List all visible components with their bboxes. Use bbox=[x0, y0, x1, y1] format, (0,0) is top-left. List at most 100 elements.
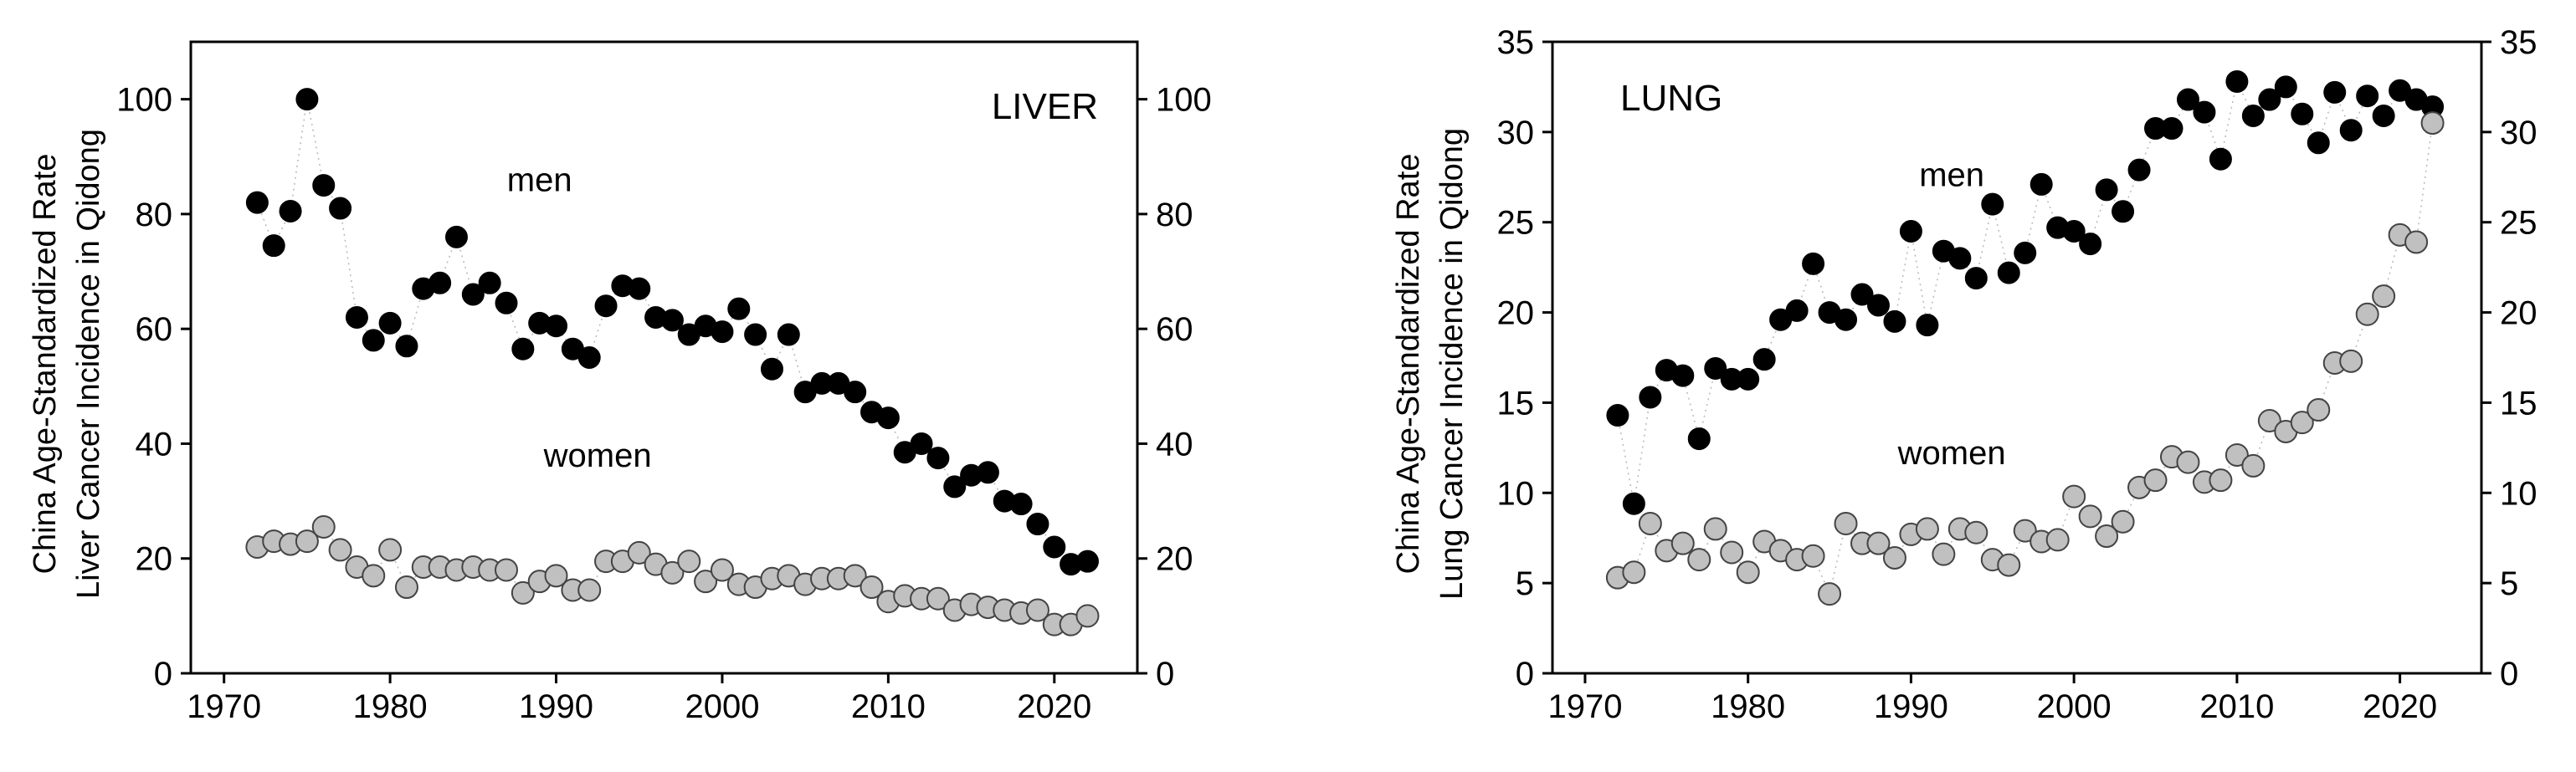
lung-men-point bbox=[2193, 100, 2216, 124]
liver-men-point bbox=[495, 291, 518, 314]
lung-men-point bbox=[1948, 247, 1972, 270]
liver-y-tick-label-left: 60 bbox=[136, 311, 173, 348]
liver-y-axis-label-line-2: Liver Cancer Incidence in Qidong bbox=[71, 129, 106, 599]
liver-y-tick-label-right: 40 bbox=[1156, 426, 1193, 463]
liver-men-point bbox=[461, 283, 485, 306]
liver-y-tick-label-left: 0 bbox=[154, 656, 172, 693]
lung-men-point bbox=[1835, 308, 1858, 331]
liver-y-tick-label-left: 80 bbox=[136, 197, 173, 233]
liver-men-point bbox=[511, 337, 535, 360]
lung-women-point bbox=[2143, 468, 2168, 493]
liver-y-tick-label-right: 60 bbox=[1156, 311, 1193, 348]
lung-men-point bbox=[1737, 367, 1760, 391]
liver-x-tick-label: 2020 bbox=[1017, 688, 1091, 725]
lung-x-tick-label: 2000 bbox=[2037, 688, 2112, 725]
liver-men-point bbox=[1009, 493, 1033, 516]
liver-men-trend-line bbox=[256, 99, 1088, 565]
liver-men-point bbox=[760, 357, 783, 381]
lung-women-point bbox=[2257, 409, 2281, 432]
lung-men-point bbox=[2339, 119, 2363, 142]
liver-men-point bbox=[395, 335, 418, 358]
liver-men-point bbox=[926, 447, 950, 470]
lung-men-point bbox=[1997, 261, 2020, 284]
lung-women-point bbox=[2045, 528, 2070, 552]
liver-y-tick-label-right: 0 bbox=[1156, 656, 1174, 693]
liver-women-trend-line bbox=[257, 525, 1088, 626]
lung-men-point bbox=[2095, 178, 2118, 202]
liver-women-point bbox=[660, 560, 685, 585]
lung-women-point bbox=[2307, 398, 2331, 422]
lung-men-point bbox=[1606, 404, 1629, 427]
lung-y-tick-label-right: 20 bbox=[2500, 295, 2538, 332]
lung-women-point bbox=[2290, 411, 2314, 435]
lung-men-point bbox=[2372, 104, 2395, 127]
lung-men-point bbox=[1687, 427, 1711, 451]
lung-x-tick-label: 1990 bbox=[1874, 688, 1948, 725]
lung-men-point bbox=[1916, 314, 1939, 337]
liver-y-tick-label-right: 100 bbox=[1156, 82, 1212, 119]
lung-women-point bbox=[1997, 553, 2021, 577]
liver-x-tick-label: 1990 bbox=[519, 688, 593, 725]
lung-men-point bbox=[2307, 131, 2330, 155]
liver-men-point bbox=[279, 199, 302, 222]
lung-men-point bbox=[2323, 80, 2347, 104]
liver-men-point bbox=[1043, 535, 1066, 559]
lung-chart: China Age-Standardized Rate Lung Cancer … bbox=[1391, 24, 2538, 725]
lung-women-point bbox=[1801, 544, 1825, 568]
liver-men-point bbox=[262, 234, 285, 258]
liver-women-point bbox=[694, 570, 718, 594]
lung-men-point bbox=[1704, 356, 1727, 380]
lung-men-point bbox=[2241, 104, 2265, 127]
liver-men-point bbox=[711, 320, 734, 344]
lung-y-tick-label-left: 30 bbox=[1497, 115, 1535, 151]
lung-y-tick-label-left: 10 bbox=[1497, 475, 1535, 512]
lung-y-tick-label-right: 0 bbox=[2500, 656, 2518, 693]
lung-y-tick-label-right: 35 bbox=[2500, 24, 2538, 61]
lung-men-label: men bbox=[1919, 157, 1984, 194]
liver-men-point bbox=[777, 323, 800, 346]
liver-men-point bbox=[428, 271, 452, 294]
liver-y-tick-label-left: 20 bbox=[136, 541, 173, 578]
lung-women-point bbox=[1622, 560, 1646, 585]
liver-men-point bbox=[295, 88, 319, 111]
liver-plot-frame bbox=[189, 40, 1139, 675]
lung-women-point bbox=[2404, 230, 2429, 254]
lung-y-tick-label-right: 15 bbox=[2500, 385, 2538, 422]
liver-men-point bbox=[943, 475, 967, 498]
liver-x-tick-label: 2010 bbox=[851, 688, 926, 725]
liver-women-point bbox=[328, 538, 352, 562]
liver-women-point bbox=[511, 580, 535, 605]
liver-women-point bbox=[394, 575, 418, 600]
lung-y-axis-label-line-2: Lung Cancer Incidence in Qidong bbox=[1434, 128, 1470, 600]
lung-women-point bbox=[1866, 531, 1891, 555]
lung-y-tick-label-left: 5 bbox=[1516, 565, 1534, 602]
lung-y-tick-label-right: 30 bbox=[2500, 115, 2538, 151]
liver-women-point bbox=[710, 558, 734, 582]
lung-plot-frame bbox=[1551, 40, 2483, 675]
liver-panel-label: LIVER bbox=[992, 86, 1098, 127]
lung-women-point bbox=[1818, 582, 1842, 606]
liver-men-point bbox=[876, 406, 900, 430]
lung-women-point bbox=[1703, 517, 1727, 541]
lung-women-point bbox=[1720, 540, 1744, 565]
lung-women-point bbox=[2111, 509, 2135, 534]
lung-x-tick-label: 2010 bbox=[2199, 688, 2274, 725]
liver-men-point bbox=[744, 323, 767, 346]
liver-women-point bbox=[362, 564, 386, 588]
lung-women-point bbox=[1915, 517, 1939, 541]
lung-women-point bbox=[1638, 511, 1662, 535]
lung-men-point bbox=[2062, 220, 2086, 243]
lung-men-point bbox=[1785, 299, 1809, 322]
liver-men-point bbox=[577, 346, 601, 369]
liver-men-point bbox=[628, 277, 651, 300]
lung-women-label: women bbox=[1897, 435, 2006, 472]
lung-women-point bbox=[1964, 520, 1988, 544]
liver-men-point bbox=[594, 294, 618, 318]
lung-women-point bbox=[1882, 545, 1906, 570]
lung-women-point bbox=[2224, 442, 2249, 467]
lung-men-point bbox=[1671, 364, 1695, 387]
lung-women-point bbox=[2095, 524, 2119, 549]
liver-y-axis-label-line-1: China Age-Standardized Rate bbox=[28, 154, 63, 575]
liver-women-point bbox=[860, 575, 884, 600]
